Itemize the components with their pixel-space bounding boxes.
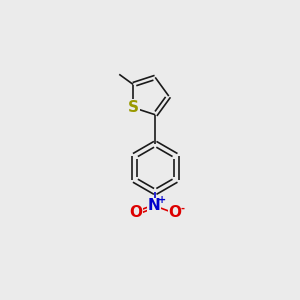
Text: +: + bbox=[158, 195, 166, 205]
Text: O: O bbox=[129, 206, 142, 220]
Text: O: O bbox=[168, 206, 181, 220]
Text: S: S bbox=[128, 100, 139, 115]
Text: -: - bbox=[181, 203, 184, 213]
Text: N: N bbox=[148, 199, 160, 214]
